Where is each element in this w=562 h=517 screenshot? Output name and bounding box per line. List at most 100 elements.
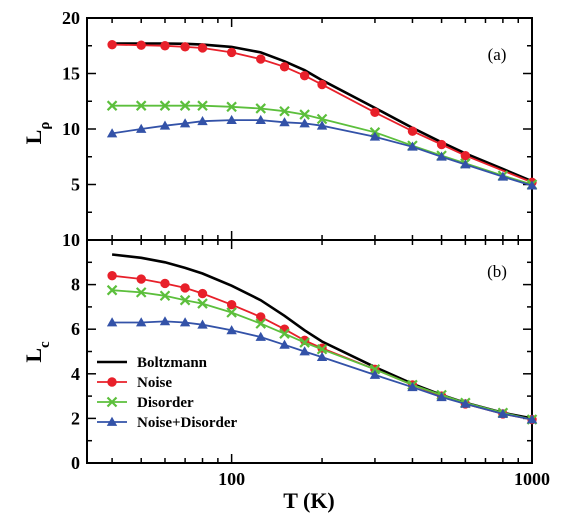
panel-a-series-noise-disorder-point: [436, 151, 447, 161]
panel-b-series-noise-disorder-point: [316, 351, 328, 361]
panel-b-series-noise-disorder-point: [255, 331, 266, 341]
panel-b-tag: (b): [487, 262, 507, 281]
panel-a-series-noise-point: [407, 126, 418, 136]
panel-a-series-noise-point: [226, 47, 237, 58]
panel-a-series-noise-disorder-point: [255, 114, 266, 125]
panel-a-series-noise-disorder-point: [316, 120, 328, 130]
panel-a-series-noise-disorder-point: [197, 116, 208, 126]
panel-a-series-noise-disorder-point: [226, 114, 237, 125]
legend-label: Noise+Disorder: [137, 415, 238, 431]
panel-a-series-noise-point: [370, 107, 380, 118]
panel-a-ylabel-sub: ρ: [37, 122, 53, 130]
panel-a-series-noise-disorder-point: [299, 118, 310, 128]
panel-a-series-disorder-point: [279, 105, 290, 117]
panel-a-series-noise-disorder-line: [111, 119, 533, 187]
panel-a-series-noise-disorder-point: [179, 118, 191, 128]
panel-b-ytick-label: 10: [62, 230, 80, 250]
panel-b-series-noise-disorder-point: [299, 346, 310, 356]
panel-b-series-noise-disorder-point: [106, 317, 118, 327]
panel-b-series-noise-disorder-point: [526, 414, 538, 424]
panel-a-series-noise-disorder-point: [497, 171, 509, 181]
panel-a-series-disorder-point: [135, 100, 147, 111]
panel-a-series-noise-point: [136, 40, 146, 50]
panel-b-series-disorder-point: [159, 290, 171, 302]
panel-a-ytick-label: 20: [62, 8, 80, 28]
panel-a-series-noise-point: [256, 54, 266, 64]
panel-a-series-noise-point: [460, 150, 471, 161]
panel-b-series-disorder-point: [369, 364, 381, 375]
panel-b-series-noise-disorder-point: [369, 369, 381, 379]
panel-b-ytick-label: 2: [71, 408, 80, 428]
legend-marker: [106, 396, 118, 408]
panel-b-series-disorder-point: [106, 284, 118, 296]
panel-b-series-noise-point: [107, 270, 117, 281]
panel-b-series-noise-disorder-line: [112, 320, 533, 421]
legend: Boltzmann Noise Disorder Noise+Disorder: [97, 355, 238, 431]
panel-a-series-noise-point: [180, 42, 190, 52]
panel-a-frame: [86, 17, 533, 241]
panel-b-series-disorder-line: [112, 289, 533, 421]
panel-a-series-disorder-point: [106, 100, 118, 111]
legend-label: Noise: [137, 375, 172, 391]
legend-label: Boltzmann: [137, 355, 208, 371]
panel-a-ytick-label: 15: [62, 64, 80, 84]
panel-a-series-noise-disorder-point: [526, 180, 538, 190]
panel-b-series-noise-disorder-point: [179, 317, 191, 327]
panel-b-series-noise-disorder-point: [197, 319, 208, 329]
panel-b-series-noise-disorder-point: [436, 392, 447, 402]
panel-a-series-noise-disorder-point: [136, 123, 147, 133]
panel-b-series-noise-disorder-point: [136, 317, 147, 327]
panel-a-series-disorder-point: [197, 100, 208, 111]
panel-b-series-noise-point: [160, 278, 170, 289]
panel-a-series-noise-point: [279, 62, 290, 72]
panel-a-series-noise-line: [112, 43, 533, 184]
panel-a-series-noise-point: [317, 79, 327, 90]
panel-a-series-noise-disorder-point: [106, 128, 118, 138]
panel-b-series-noise-disorder-point: [226, 325, 237, 335]
panel-b-series-boltzmann-line: [111, 253, 533, 420]
legend-marker: [106, 416, 118, 426]
panel-b-series-disorder-point: [226, 307, 237, 318]
panel-a-series-noise-disorder-point: [407, 141, 418, 151]
panel-a-series-disorder-point: [316, 113, 328, 125]
panel-a-series-disorder-line: [112, 104, 533, 186]
panel-b-series-noise-point: [180, 283, 190, 293]
panel-b-series-noise-disorder-point: [407, 381, 418, 392]
panel-a-series-disorder-point: [299, 109, 310, 120]
panel-b-series-disorder-point: [279, 328, 290, 339]
panel-b-series-disorder-point: [255, 318, 267, 329]
panel-b-series-noise-disorder-point: [159, 316, 171, 326]
panel-a-ylabel: Lρ: [21, 122, 53, 145]
panel-b-series-disorder-point: [316, 343, 328, 355]
panel-b-series-noise-point: [256, 312, 266, 322]
panel-a-series-noise-disorder-point: [460, 159, 471, 169]
x-axis-title: T (K): [283, 488, 335, 513]
panel-b-ylabel: Lc: [21, 341, 53, 363]
panel-a-series-disorder-point: [226, 101, 237, 113]
panel-a-series-noise-point: [436, 139, 447, 150]
panel-a-series-disorder-point: [255, 103, 267, 114]
panel-a-series-disorder-point: [159, 100, 171, 111]
panel-b-series-noise-point: [197, 288, 208, 299]
panel-a-series-noise-point: [299, 71, 310, 81]
legend-marker: [107, 377, 117, 387]
panel-b-xtick-label: 100: [218, 469, 245, 489]
panel-a-series-noise-point: [107, 39, 117, 50]
panel-a-series-noise-disorder-point: [279, 117, 290, 127]
panel-a-series-noise-disorder-point: [369, 131, 381, 141]
panel-a-series-noise-disorder-point: [159, 120, 171, 130]
panel-b-ylabel-main: L: [21, 348, 46, 363]
panel-b-series-disorder-point: [299, 337, 310, 348]
panel-b-xtick-label: 1000: [514, 469, 550, 489]
panel-b-ytick-label: 0: [71, 453, 80, 473]
panel-b-ylabel-sub: c: [37, 341, 53, 348]
legend-label: Disorder: [137, 395, 194, 411]
panel-a-series-disorder-point: [179, 100, 191, 111]
panel-b: (b) Lc T (K) 0 2 4 6 8 10 100 1000 Boltzmann Nois…: [21, 230, 550, 513]
panel-a-ytick-label: 5: [71, 175, 80, 195]
panel-b-series-disorder-point: [179, 294, 191, 306]
panel-b-ytick-label: 8: [71, 275, 80, 295]
panel-b-series-noise-point: [136, 274, 146, 284]
panel-a: (a) Lρ 5 10 15 20: [21, 8, 538, 241]
panel-b-series-noise-disorder-point: [460, 398, 471, 408]
